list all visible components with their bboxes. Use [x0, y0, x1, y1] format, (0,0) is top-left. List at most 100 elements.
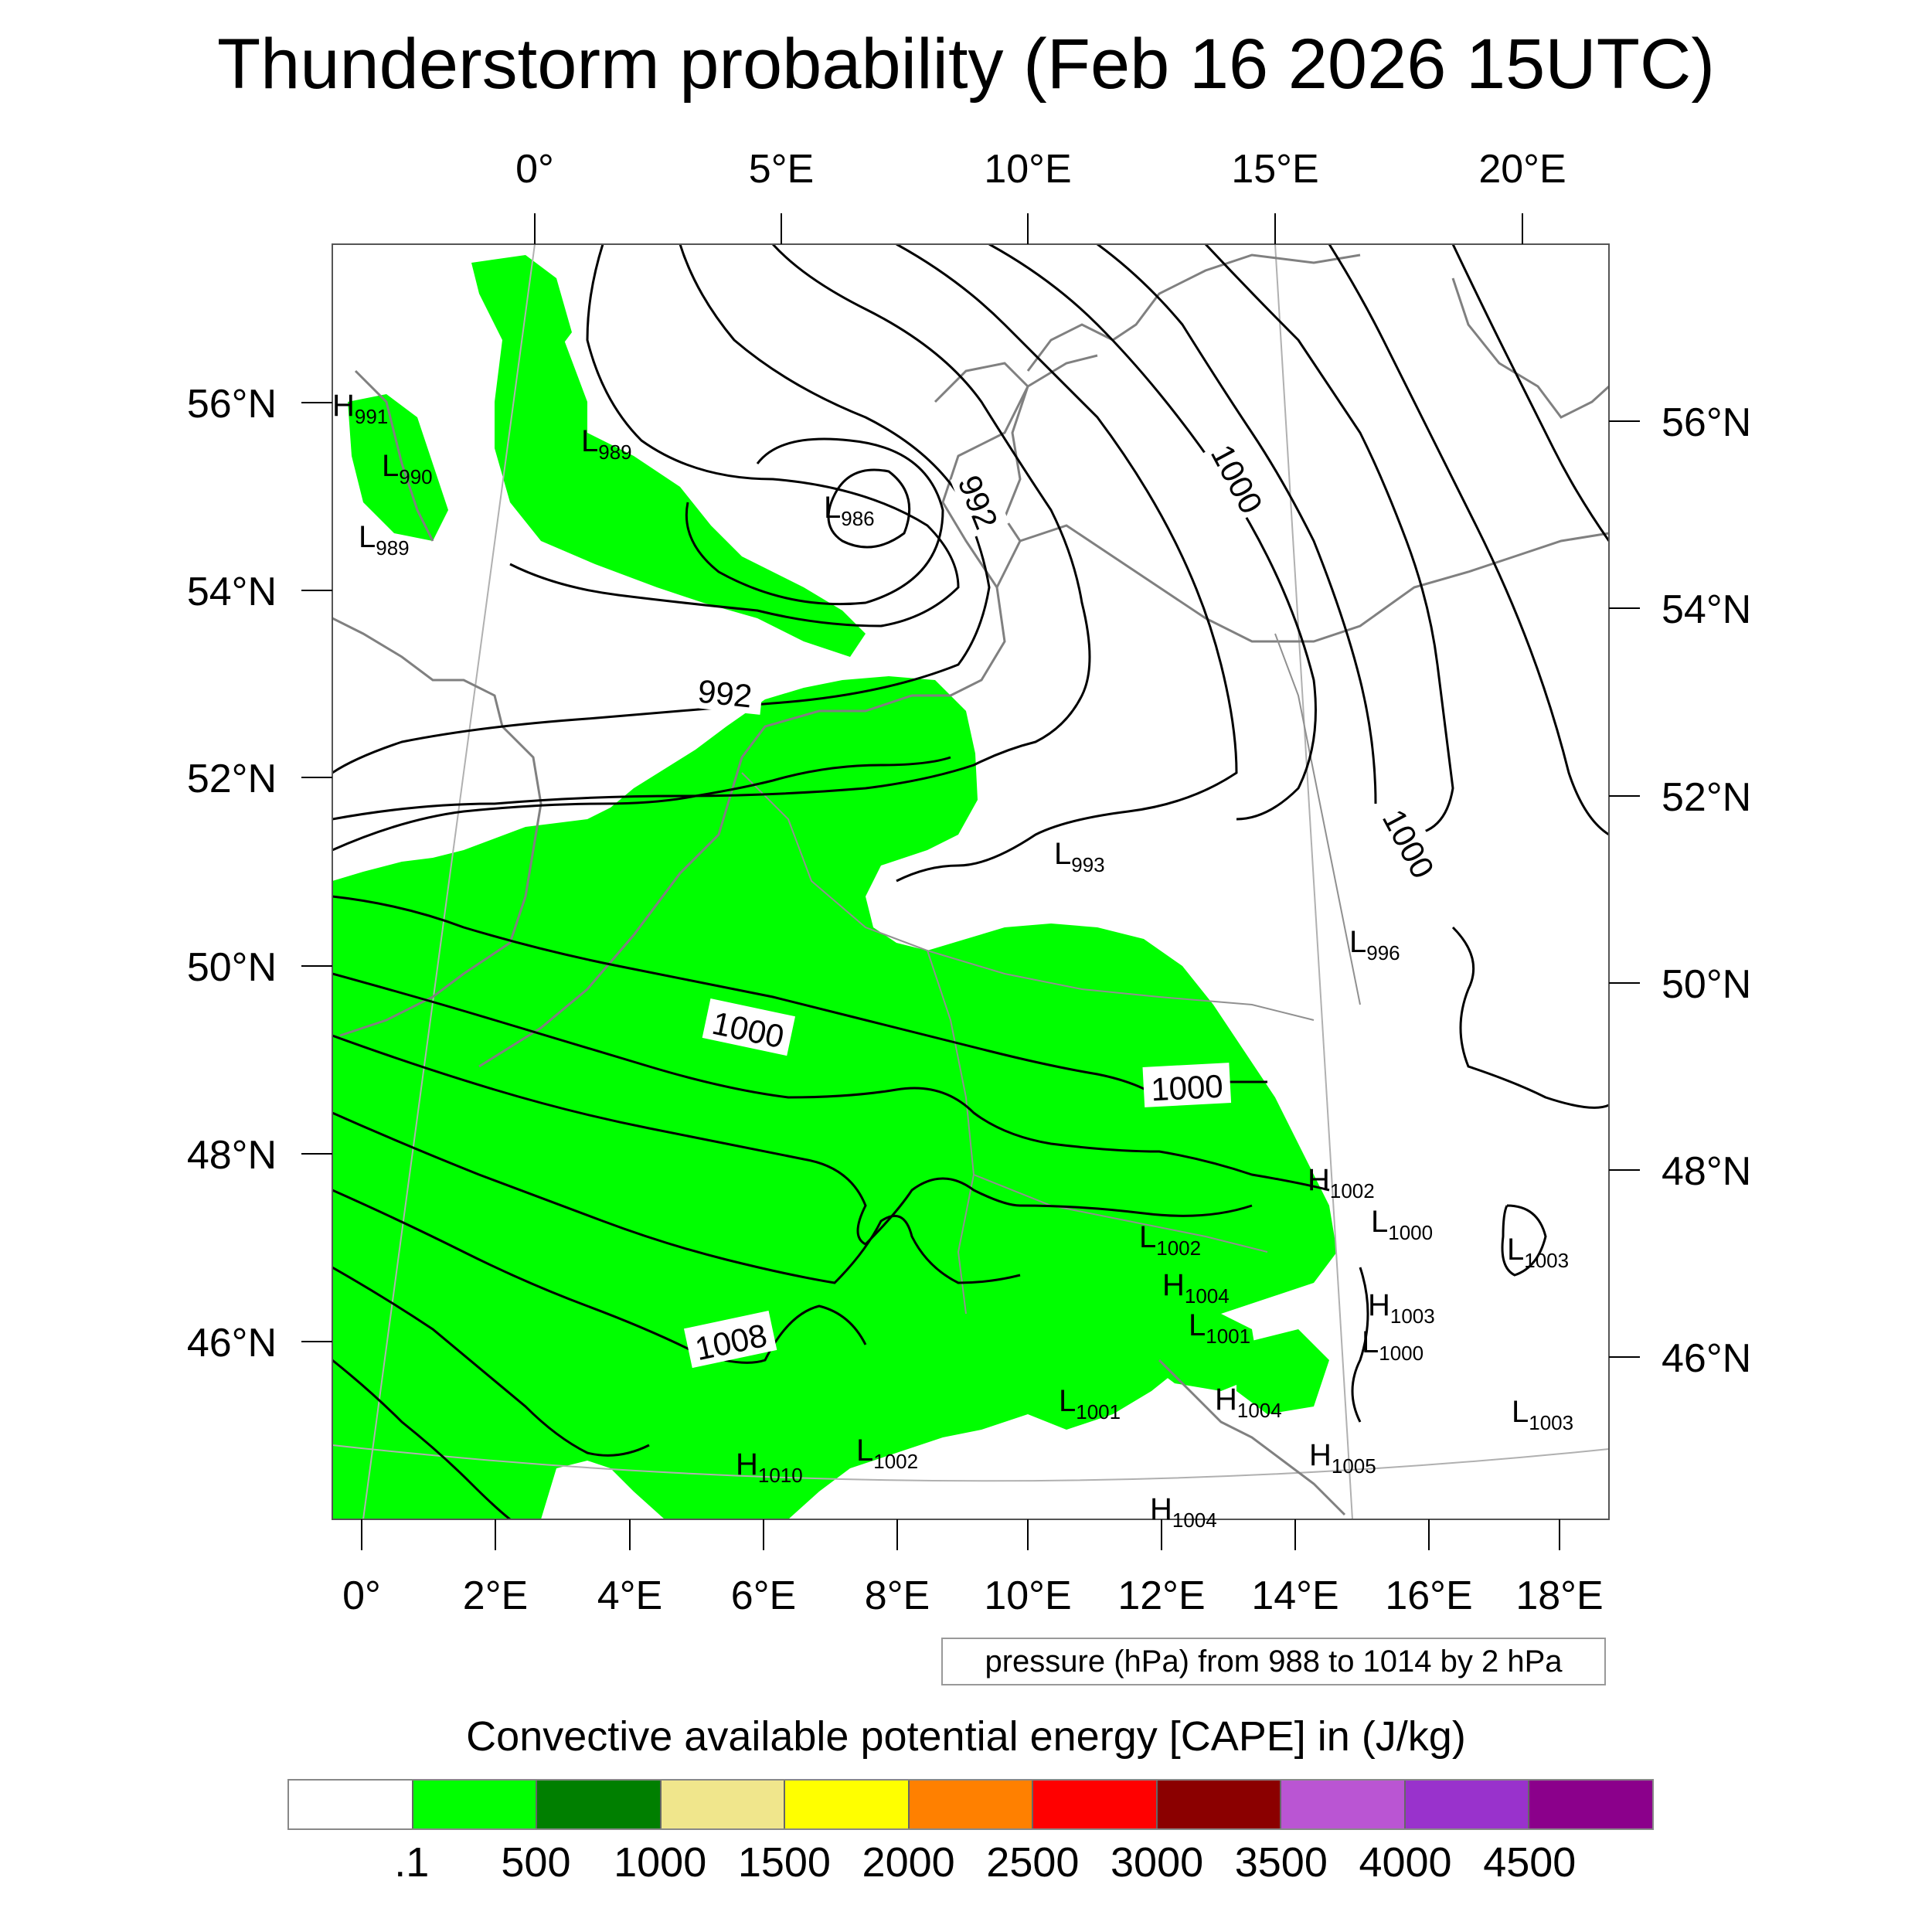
colorbar-label: .1: [394, 1839, 430, 1886]
left-lat-label: 48°N: [187, 1133, 277, 1178]
isobar-992-west: [332, 756, 951, 852]
top-lon-label: 0°: [515, 147, 554, 192]
colorbar-swatch: [1032, 1781, 1156, 1828]
cape-colorbar: [287, 1779, 1654, 1830]
left-lat-label: 52°N: [187, 757, 277, 801]
isobar-1000-east: [1351, 1267, 1369, 1423]
bottom-lon-label: 18°E: [1515, 1573, 1603, 1618]
pressure-center: L1000: [1362, 1325, 1423, 1365]
tick-marks: [301, 213, 1640, 1550]
isobar-1012-south: [332, 1359, 511, 1519]
pressure-center: L989: [359, 520, 410, 560]
pressure-center: L1003: [1507, 1233, 1569, 1272]
pressure-contour-note: pressure (hPa) from 988 to 1014 by 2 hPa: [941, 1638, 1606, 1685]
pressure-center: L990: [382, 449, 433, 488]
isobar-990: [509, 244, 960, 628]
bottom-lon-label: 4°E: [597, 1573, 662, 1618]
cape-croatia-patch: [1236, 1329, 1329, 1414]
colorbar-label: 2500: [986, 1839, 1080, 1886]
pressure-center: H1004: [1215, 1383, 1282, 1422]
bottom-lon-label: 16°E: [1385, 1573, 1472, 1618]
colorbar-labels: .1 500 1000 1500 2000 2500 3000 3500 4000 4500: [287, 1838, 1654, 1892]
isobar-998: [988, 244, 1317, 821]
colorbar-swatch: [536, 1781, 660, 1828]
coast-gulf-riga: [1451, 277, 1609, 419]
top-lon-label: 15°E: [1231, 147, 1318, 192]
coast-denmark: [934, 362, 1029, 588]
pressure-center: H1010: [736, 1447, 803, 1487]
isobar-1006-south: [332, 1111, 1021, 1284]
graticule: [332, 244, 1609, 1519]
map-frame: [332, 243, 1610, 1520]
pressure-center: L993: [1054, 837, 1105, 876]
pressure-center: H1002: [1308, 1163, 1375, 1202]
colorbar-swatch: [289, 1781, 412, 1828]
right-lat-label: 52°N: [1662, 775, 1751, 820]
colorbar-label: 3500: [1234, 1839, 1328, 1886]
pressure-center: H991: [332, 389, 388, 428]
colorbar-label: 1500: [737, 1839, 831, 1886]
isobar-1000-ne: [1097, 244, 1377, 804]
isobar-label: 992: [696, 672, 754, 714]
isobar-996: [896, 244, 1238, 883]
coastlines: [332, 253, 1609, 1516]
isobar-1002-south: [332, 972, 1330, 1192]
isobar-1006-ne: [1451, 244, 1609, 542]
colorbar-label: 500: [501, 1839, 571, 1886]
bottom-lon-label: 0°: [342, 1573, 381, 1618]
isobar-1004-south: [332, 1034, 1253, 1246]
pressure-center: L1002: [1139, 1220, 1201, 1260]
isobar-1002-ne: [1204, 244, 1454, 836]
right-lat-label: 56°N: [1662, 400, 1751, 445]
left-lat-label: 54°N: [187, 570, 277, 614]
pressure-center: L1001: [1189, 1308, 1250, 1348]
right-lat-label: 54°N: [1662, 587, 1751, 632]
isobar-1010-south: [332, 1266, 650, 1457]
colorbar-label: 4500: [1483, 1839, 1577, 1886]
pressure-center: L996: [1349, 925, 1400, 964]
left-lat-label: 50°N: [187, 945, 277, 990]
bottom-lon-label: 12°E: [1117, 1573, 1205, 1618]
top-lon-label: 10°E: [984, 147, 1071, 192]
colorbar-swatch: [1403, 1781, 1529, 1828]
cape-austria-patch: [1144, 1306, 1260, 1391]
isobars: [332, 244, 1609, 1519]
isobar-1003-east: [1451, 926, 1609, 1109]
pressure-center: L989: [581, 424, 632, 464]
pressure-center: L1003: [1512, 1395, 1573, 1434]
bottom-lon-label: 2°E: [463, 1573, 528, 1618]
bottom-lon-label: 10°E: [984, 1573, 1071, 1618]
pressure-center: H1005: [1309, 1438, 1376, 1478]
coast-baltic: [1019, 524, 1609, 643]
colorbar-swatch: [659, 1781, 784, 1828]
colorbar-swatch: [907, 1781, 1032, 1828]
cape-main-area: [332, 676, 1337, 1519]
pressure-center: L1000: [1371, 1205, 1433, 1244]
bottom-lon-labels: 0° 2°E 4°E 6°E 8°E 10°E 12°E 14°E 16°E 1…: [342, 1573, 1604, 1618]
isobar-label: 1000: [1150, 1068, 1224, 1108]
colorbar-title: Convective available potential energy [C…: [466, 1713, 1466, 1760]
right-lat-label: 46°N: [1662, 1336, 1751, 1381]
colorbar-swatch: [784, 1781, 908, 1828]
coast-england: [332, 617, 543, 1037]
pressure-centers: H991 L990 L989 L989 L986 L993 L996 H1002…: [332, 389, 1573, 1532]
top-lon-label: 20°E: [1478, 147, 1566, 192]
top-lon-labels: 0° 5°E 10°E 15°E 20°E: [515, 147, 1566, 192]
colorbar-label: 3000: [1111, 1839, 1204, 1886]
colorbar-label: 4000: [1359, 1839, 1452, 1886]
coast-continent: [478, 354, 1098, 1068]
right-lat-labels: 56°N 54°N 52°N 50°N 48°N 46°N: [1662, 400, 1751, 1381]
left-lat-label: 56°N: [187, 382, 277, 427]
colorbar-label: 2000: [862, 1839, 955, 1886]
isobar-1003-loop: [1501, 1204, 1547, 1277]
borders: [741, 633, 1361, 1315]
isobar-992-north: [332, 244, 991, 774]
pressure-center: L1002: [856, 1434, 918, 1473]
left-lat-labels: 56°N 54°N 52°N 50°N 48°N 46°N: [187, 382, 277, 1366]
isobar-1008-south: [332, 1189, 867, 1364]
isobar-994: [332, 244, 1091, 821]
cape-field: [332, 255, 1337, 1519]
pressure-center: L1001: [1059, 1384, 1121, 1423]
colorbar-swatch: [411, 1781, 536, 1828]
